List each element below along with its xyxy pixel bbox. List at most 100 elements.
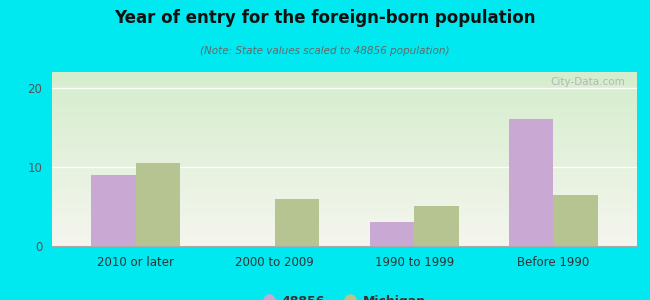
Bar bbox=[52, 102, 637, 103]
Bar bbox=[52, 116, 637, 117]
Bar bbox=[52, 126, 637, 128]
Bar bbox=[52, 128, 637, 129]
Bar bbox=[52, 239, 637, 241]
Bar bbox=[52, 124, 637, 126]
Legend: 48856, Michigan: 48856, Michigan bbox=[258, 290, 431, 300]
Bar bbox=[52, 109, 637, 110]
Bar bbox=[52, 234, 637, 236]
Bar bbox=[52, 176, 637, 178]
Bar bbox=[52, 222, 637, 224]
Bar bbox=[52, 142, 637, 143]
Bar bbox=[52, 163, 637, 164]
Bar bbox=[52, 152, 637, 154]
Bar bbox=[52, 192, 637, 194]
Bar bbox=[52, 98, 637, 100]
Bar bbox=[52, 209, 637, 211]
Bar bbox=[52, 136, 637, 138]
Bar bbox=[52, 107, 637, 109]
Bar bbox=[52, 196, 637, 197]
Bar bbox=[52, 197, 637, 199]
Bar bbox=[52, 229, 637, 230]
Bar bbox=[52, 225, 637, 227]
Bar bbox=[52, 133, 637, 135]
Bar bbox=[52, 187, 637, 189]
Bar bbox=[52, 171, 637, 173]
Bar bbox=[52, 96, 637, 98]
Bar bbox=[52, 84, 637, 86]
Bar bbox=[136, 163, 180, 246]
Bar bbox=[52, 77, 637, 79]
Bar bbox=[52, 105, 637, 107]
Bar bbox=[52, 230, 637, 232]
Bar bbox=[52, 74, 637, 76]
Bar bbox=[52, 72, 637, 74]
Bar bbox=[52, 147, 637, 148]
Bar bbox=[52, 164, 637, 166]
Bar bbox=[52, 81, 637, 82]
Bar bbox=[52, 232, 637, 234]
Bar bbox=[52, 89, 637, 91]
Bar bbox=[52, 227, 637, 229]
Bar bbox=[52, 208, 637, 209]
Bar bbox=[52, 244, 637, 246]
Bar bbox=[52, 100, 637, 102]
Bar bbox=[52, 119, 637, 121]
Bar bbox=[509, 119, 553, 246]
Bar bbox=[52, 103, 637, 105]
Bar bbox=[52, 183, 637, 185]
Bar bbox=[52, 117, 637, 119]
Bar bbox=[52, 112, 637, 114]
Bar bbox=[52, 180, 637, 182]
Bar bbox=[275, 199, 319, 246]
Bar bbox=[52, 220, 637, 222]
Bar bbox=[52, 190, 637, 192]
Bar bbox=[52, 155, 637, 157]
Bar bbox=[52, 204, 637, 206]
Bar bbox=[52, 79, 637, 81]
Bar bbox=[52, 131, 637, 133]
Bar bbox=[52, 215, 637, 216]
Bar bbox=[52, 140, 637, 142]
Bar bbox=[52, 206, 637, 208]
Bar bbox=[52, 199, 637, 201]
Bar bbox=[52, 76, 637, 77]
Bar bbox=[52, 169, 637, 171]
Bar bbox=[52, 143, 637, 145]
Bar bbox=[52, 148, 637, 150]
Bar bbox=[52, 121, 637, 122]
Bar bbox=[52, 150, 637, 152]
Bar bbox=[52, 201, 637, 203]
Bar bbox=[52, 93, 637, 94]
Bar bbox=[52, 114, 637, 116]
Bar bbox=[52, 182, 637, 183]
Bar bbox=[52, 154, 637, 155]
Bar bbox=[52, 194, 637, 196]
Bar bbox=[52, 224, 637, 225]
Bar bbox=[52, 236, 637, 237]
Bar bbox=[52, 138, 637, 140]
Bar bbox=[52, 237, 637, 239]
Bar bbox=[52, 202, 637, 204]
Bar bbox=[52, 173, 637, 175]
Bar bbox=[52, 86, 637, 88]
Text: (Note: State values scaled to 48856 population): (Note: State values scaled to 48856 popu… bbox=[200, 46, 450, 56]
Bar bbox=[52, 161, 637, 163]
Bar bbox=[370, 222, 414, 246]
Bar bbox=[52, 91, 637, 93]
Bar bbox=[52, 145, 637, 147]
Bar bbox=[52, 129, 637, 131]
Bar bbox=[52, 135, 637, 137]
Bar bbox=[52, 157, 637, 159]
Bar bbox=[52, 175, 637, 176]
Bar bbox=[52, 82, 637, 84]
Bar bbox=[52, 241, 637, 242]
Bar bbox=[52, 185, 637, 187]
Bar bbox=[52, 110, 637, 112]
Bar bbox=[414, 206, 459, 246]
Text: Year of entry for the foreign-born population: Year of entry for the foreign-born popul… bbox=[114, 9, 536, 27]
Bar bbox=[52, 213, 637, 215]
Bar bbox=[52, 122, 637, 124]
Bar bbox=[52, 168, 637, 169]
Bar bbox=[52, 178, 637, 180]
Bar bbox=[52, 166, 637, 168]
